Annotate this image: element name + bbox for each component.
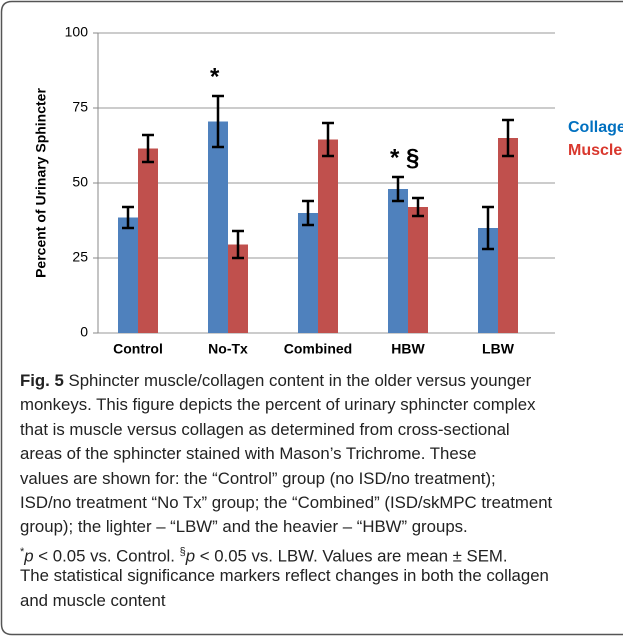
bar xyxy=(138,148,158,333)
y-axis-label: Percent of Urinary Sphincter xyxy=(33,88,49,278)
error-bar xyxy=(232,229,244,260)
bar xyxy=(408,207,428,333)
x-tick-label: No-Tx xyxy=(208,341,248,357)
footnote-part: § xyxy=(179,545,186,558)
error-bar xyxy=(322,121,334,158)
bar xyxy=(478,228,498,333)
caption-line: group); the lighter – “LBW” and the heav… xyxy=(20,517,468,537)
error-bar xyxy=(122,205,134,230)
caption-line: areas of the sphincter stained with Maso… xyxy=(20,444,476,464)
caption-text: ISD/no treatment “No Tx” group; the “Com… xyxy=(20,493,553,512)
footnote-part: * xyxy=(20,545,25,558)
caption-text: that is muscle versus collagen as determ… xyxy=(20,419,510,439)
bar xyxy=(228,244,248,333)
x-tick-label: HBW xyxy=(391,341,425,357)
bar xyxy=(388,189,408,333)
error-bar xyxy=(392,175,404,203)
caption-line: The statistical significance markers ref… xyxy=(20,566,549,586)
y-tick-label: 0 xyxy=(80,324,88,340)
legend-entry: Muscle xyxy=(568,142,622,159)
y-tick-label: 50 xyxy=(72,174,88,190)
error-bar xyxy=(482,205,494,251)
bar xyxy=(498,138,518,333)
caption-text: monkeys. This figure depicts the percent… xyxy=(20,395,536,415)
annotation: * § xyxy=(390,144,419,171)
legend-entry: Collagen xyxy=(568,119,623,136)
caption-text: and muscle content xyxy=(20,590,166,610)
caption-line: monkeys. This figure depicts the percent… xyxy=(20,395,536,415)
footnote-part: < 0.05 vs. Control. xyxy=(33,546,180,566)
caption-line: Fig. 5 Sphincter muscle/collagen content… xyxy=(20,371,531,391)
error-bar xyxy=(142,133,154,164)
caption-line: values are shown for: the “Control” grou… xyxy=(20,469,496,489)
caption-text: areas of the sphincter stained with Maso… xyxy=(20,444,477,464)
error-bar xyxy=(302,199,314,227)
caption-text: The statistical significance markers ref… xyxy=(20,566,549,586)
y-tick-label: 75 xyxy=(72,99,88,115)
caption-footnote: *p < 0.05 vs. Control. §p < 0.05 vs. LBW… xyxy=(20,542,508,567)
bar xyxy=(318,139,338,333)
y-tick-label: 25 xyxy=(72,249,88,265)
y-tick-label: 100 xyxy=(65,24,89,40)
caption-line: and muscle content xyxy=(20,591,166,611)
caption-line: that is muscle versus collagen as determ… xyxy=(20,420,510,440)
x-tick-label: Control xyxy=(113,341,163,357)
caption-text: Sphincter muscle/collagen content in the… xyxy=(68,371,532,390)
caption-line: ISD/no treatment “No Tx” group; the “Com… xyxy=(20,493,552,513)
footnote-part: < 0.05 vs. LBW. Values are mean ± SEM. xyxy=(195,546,508,566)
bar xyxy=(118,217,138,333)
error-bar xyxy=(502,118,514,158)
x-tick-label: Combined xyxy=(284,341,352,357)
caption-label: Fig. 5 xyxy=(20,371,64,390)
footnote-part: p xyxy=(185,546,196,566)
bar xyxy=(298,213,318,333)
error-bar xyxy=(212,94,224,149)
bar xyxy=(208,121,228,333)
footnote-part: p xyxy=(24,546,34,566)
x-tick-label: LBW xyxy=(482,341,515,357)
caption-text: values are shown for: the “Control” grou… xyxy=(20,468,496,488)
caption-text: group); the lighter – “LBW” and the heav… xyxy=(20,517,468,537)
annotation: * xyxy=(210,63,220,90)
error-bar xyxy=(412,196,424,218)
